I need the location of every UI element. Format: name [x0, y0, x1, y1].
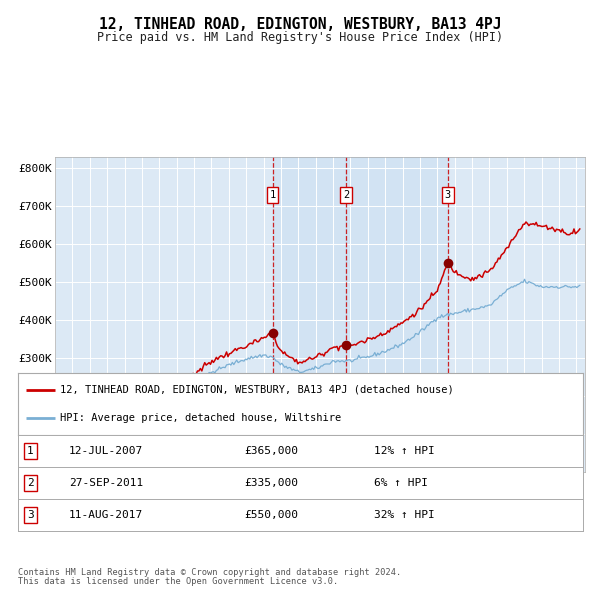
Text: Price paid vs. HM Land Registry's House Price Index (HPI): Price paid vs. HM Land Registry's House …	[97, 31, 503, 44]
Text: HPI: Average price, detached house, Wiltshire: HPI: Average price, detached house, Wilt…	[61, 413, 341, 423]
Text: Contains HM Land Registry data © Crown copyright and database right 2024.: Contains HM Land Registry data © Crown c…	[18, 568, 401, 577]
Text: 11-AUG-2017: 11-AUG-2017	[69, 510, 143, 520]
Text: 1: 1	[27, 446, 34, 456]
Text: 2: 2	[343, 190, 349, 200]
Text: £335,000: £335,000	[244, 478, 298, 488]
Text: 32% ↑ HPI: 32% ↑ HPI	[374, 510, 434, 520]
Text: 12% ↑ HPI: 12% ↑ HPI	[374, 446, 434, 456]
Text: 3: 3	[27, 510, 34, 520]
Text: 12-JUL-2007: 12-JUL-2007	[69, 446, 143, 456]
Text: 27-SEP-2011: 27-SEP-2011	[69, 478, 143, 488]
Text: £365,000: £365,000	[244, 446, 298, 456]
Text: 2: 2	[27, 478, 34, 488]
Bar	[273, 157, 346, 472]
Text: 12, TINHEAD ROAD, EDINGTON, WESTBURY, BA13 4PJ (detached house): 12, TINHEAD ROAD, EDINGTON, WESTBURY, BA…	[61, 385, 454, 395]
Text: 6% ↑ HPI: 6% ↑ HPI	[374, 478, 428, 488]
Text: 3: 3	[445, 190, 451, 200]
Bar	[346, 157, 448, 472]
Text: This data is licensed under the Open Government Licence v3.0.: This data is licensed under the Open Gov…	[18, 578, 338, 586]
Text: £550,000: £550,000	[244, 510, 298, 520]
Text: 1: 1	[269, 190, 276, 200]
Text: 12, TINHEAD ROAD, EDINGTON, WESTBURY, BA13 4PJ: 12, TINHEAD ROAD, EDINGTON, WESTBURY, BA…	[99, 17, 501, 31]
